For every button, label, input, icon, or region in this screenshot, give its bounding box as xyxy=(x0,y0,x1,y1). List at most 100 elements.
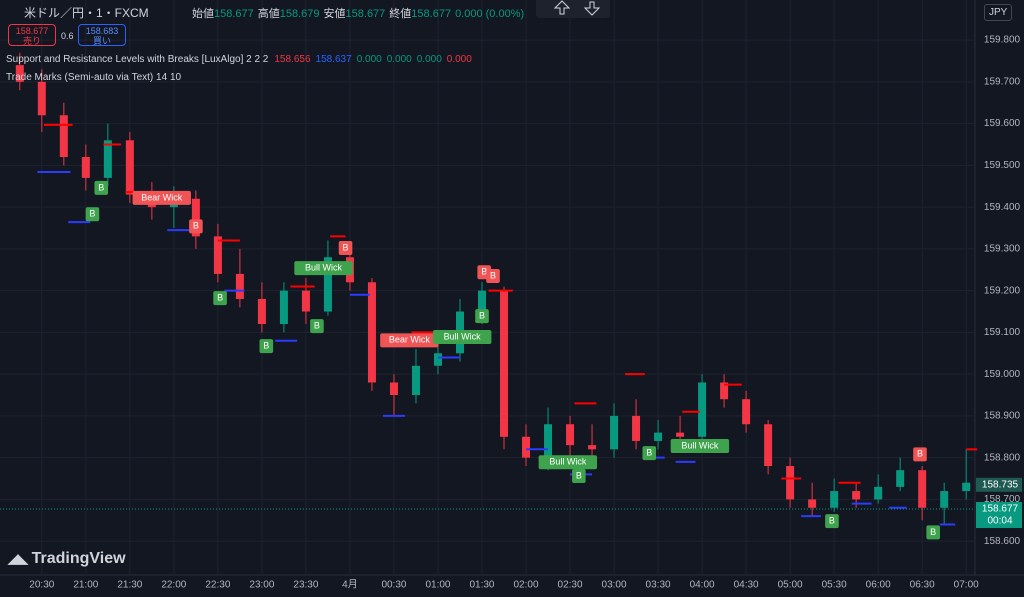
price-tag xyxy=(976,477,1022,492)
y-tick-label: 159.500 xyxy=(984,160,1021,171)
candle-body xyxy=(654,432,663,441)
indicator: Trade Marks (Semi-auto via Text) 14 10 xyxy=(6,72,182,83)
candle-body xyxy=(81,157,90,178)
change: 0.000 (0.00%) xyxy=(455,8,525,20)
annotation-text: Bear Wick xyxy=(389,335,431,345)
ohlc-value: 158.677 xyxy=(411,8,452,20)
price-tag-label: 158.677 xyxy=(982,504,1019,515)
x-tick-label: 23:00 xyxy=(249,580,274,591)
candle-body xyxy=(59,115,68,158)
candle-body xyxy=(389,382,398,396)
sell-price: 158.677 xyxy=(15,26,49,36)
currency[interactable]: JPY xyxy=(984,4,1013,21)
annotation-box xyxy=(486,269,500,284)
annotation-text: B xyxy=(646,447,652,457)
candle-body xyxy=(235,273,244,299)
annotation-box xyxy=(338,241,353,256)
annotation-text: B xyxy=(829,516,835,526)
annotation-text: B xyxy=(917,449,923,459)
x-tick-label: 06:00 xyxy=(866,580,891,591)
annotation-box xyxy=(213,291,227,306)
price-tag-label: 158.735 xyxy=(982,479,1019,490)
arrows[interactable] xyxy=(536,0,610,18)
sell-button[interactable]: 158.677 売り xyxy=(8,24,56,46)
y-tick-label: 159.600 xyxy=(984,118,1021,129)
candle-body xyxy=(720,382,729,400)
candle-body xyxy=(15,65,24,82)
indicator: Support and Resistance Levels with Break… xyxy=(6,54,477,65)
annotation-text: B xyxy=(217,293,223,303)
candle-body xyxy=(896,470,905,487)
annotation-box xyxy=(475,309,489,324)
x-tick-label: 22:30 xyxy=(205,580,230,591)
annotation-box xyxy=(670,438,730,453)
candle-body xyxy=(830,491,839,508)
candle-body xyxy=(742,399,751,425)
annotation-box xyxy=(259,339,274,354)
x-tick-label: 03:00 xyxy=(602,580,627,591)
x-tick-label: 02:00 xyxy=(514,580,539,591)
candle-body xyxy=(632,415,641,441)
annotation-text: B xyxy=(576,470,582,480)
y-tick-label: 159.700 xyxy=(984,76,1021,87)
ohlc: 始値158.677 高値158.679 安値158.677 終値158.677 0.00… xyxy=(192,5,524,21)
candle-body xyxy=(125,140,134,195)
x-tick-label: 04:30 xyxy=(734,580,759,591)
annotation-text: B xyxy=(263,341,269,351)
annotation-box xyxy=(432,329,492,344)
x-tick-label: 04:00 xyxy=(690,580,715,591)
x-tick-label: 01:30 xyxy=(469,580,494,591)
annotation-box xyxy=(926,525,940,540)
x-tick-label: 05:00 xyxy=(778,580,803,591)
candle-body xyxy=(103,140,112,178)
buy-button[interactable]: 158.683 買い xyxy=(78,24,126,46)
ohlc-label: 高値 xyxy=(257,8,280,20)
candle-body xyxy=(191,198,200,237)
candle-body xyxy=(213,236,222,274)
annotation-text: B xyxy=(343,242,349,252)
candle-body xyxy=(852,491,861,500)
ohlc-value: 158.677 xyxy=(345,8,386,20)
candle-body xyxy=(37,81,46,116)
annotation-text: B xyxy=(479,310,485,320)
x-tick-label: 02:30 xyxy=(558,580,583,591)
annotation-text: Bull Wick xyxy=(681,440,719,450)
candle-body xyxy=(698,382,707,437)
x-tick-label: 23:30 xyxy=(293,580,318,591)
indicator-value: 0.000 xyxy=(386,54,412,65)
candle-body xyxy=(279,290,288,325)
symbol[interactable]: 米ドル／円・1・FXCM xyxy=(24,6,149,20)
indicator-value: 0.000 xyxy=(356,54,382,65)
annotation-box xyxy=(572,469,586,484)
x-tick-label: 03:30 xyxy=(646,580,671,591)
annotation-box xyxy=(85,207,100,222)
annotation-text: Bull Wick xyxy=(444,331,482,341)
ohlc-label: 終値 xyxy=(389,8,412,20)
x-tick-label: 06:30 xyxy=(910,580,935,591)
annotation-text: B xyxy=(490,270,496,280)
candle-body xyxy=(522,436,531,458)
candle-body xyxy=(367,282,376,383)
y-tick-label: 159.000 xyxy=(984,369,1021,380)
annotation-text: Bull Wick xyxy=(305,262,343,272)
candle-body xyxy=(257,298,266,325)
candle-body xyxy=(676,432,685,437)
candle-body xyxy=(588,445,597,450)
buy-label: 買い xyxy=(92,36,111,46)
indicator-value: 0.000 xyxy=(416,54,442,65)
indicator-value: 158.637 xyxy=(315,54,352,65)
y-tick-label: 158.900 xyxy=(984,411,1021,422)
annotation-box xyxy=(132,190,191,205)
annotation-text: B xyxy=(481,267,487,277)
y-tick-label: 158.800 xyxy=(984,452,1021,463)
annotation-text: B xyxy=(193,221,199,231)
toolbar xyxy=(536,0,610,18)
axis-panel xyxy=(975,0,1024,597)
buy-price: 158.683 xyxy=(85,26,119,36)
y-tick-label: 159.200 xyxy=(984,285,1021,296)
candle-body xyxy=(610,415,619,450)
y-tick-label: 158.600 xyxy=(984,536,1021,547)
candle-body xyxy=(764,424,773,467)
candle-body xyxy=(411,365,420,396)
